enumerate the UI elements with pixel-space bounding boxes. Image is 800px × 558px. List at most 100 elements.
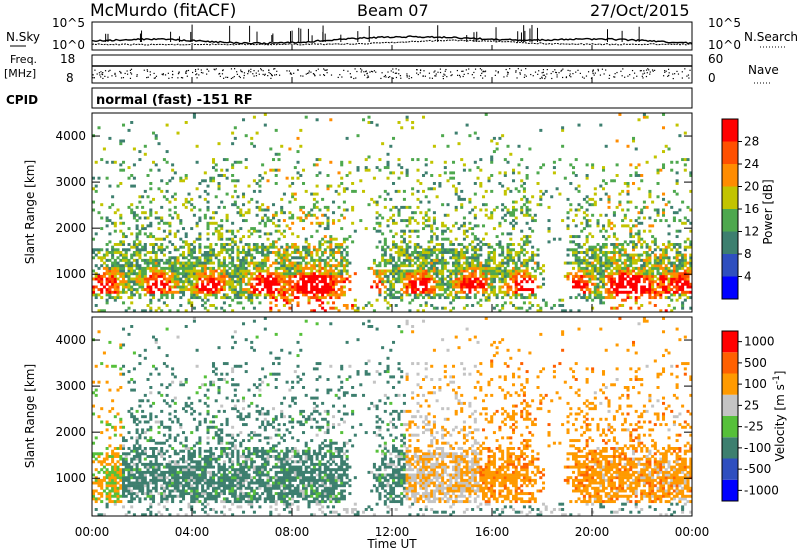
power-cell bbox=[182, 240, 185, 243]
nave-dot bbox=[364, 75, 365, 76]
power-cell bbox=[346, 278, 349, 281]
power-cell bbox=[122, 283, 125, 286]
power-cell bbox=[207, 256, 210, 259]
power-cell bbox=[676, 299, 679, 302]
power-cell bbox=[250, 296, 253, 299]
power-cell bbox=[373, 280, 376, 283]
power-cell bbox=[455, 270, 458, 273]
power-cell bbox=[417, 296, 420, 299]
power-cell bbox=[515, 293, 518, 296]
power-cell bbox=[449, 275, 452, 278]
power-cell bbox=[294, 288, 297, 291]
power-cell bbox=[220, 307, 223, 310]
power-cell bbox=[278, 158, 281, 161]
power-colorbar-tick-label: 8 bbox=[744, 247, 752, 261]
power-cell bbox=[158, 246, 161, 249]
power-cell bbox=[223, 275, 226, 278]
power-cell bbox=[387, 163, 390, 166]
power-cell bbox=[425, 304, 428, 307]
power-cell bbox=[188, 299, 191, 302]
power-cell bbox=[122, 270, 125, 273]
power-cell bbox=[539, 267, 542, 270]
nave-dot bbox=[663, 75, 664, 76]
velocity-cell bbox=[106, 452, 109, 455]
nave-dot bbox=[560, 71, 561, 72]
power-cell bbox=[591, 235, 594, 238]
power-cell bbox=[261, 251, 264, 254]
power-cell bbox=[158, 142, 161, 145]
power-cell bbox=[654, 238, 657, 241]
power-cell bbox=[297, 304, 300, 307]
power-cell bbox=[518, 243, 521, 246]
power-cell bbox=[417, 222, 420, 225]
power-cell bbox=[531, 280, 534, 283]
power-cell bbox=[267, 280, 270, 283]
power-cell bbox=[190, 198, 193, 201]
power-cell bbox=[152, 272, 155, 275]
power-cell bbox=[681, 222, 684, 225]
power-cell bbox=[602, 246, 605, 249]
power-cell bbox=[179, 219, 182, 222]
velocity-cell bbox=[95, 482, 98, 485]
power-cell bbox=[98, 280, 101, 283]
power-cell bbox=[313, 296, 316, 299]
power-cell bbox=[166, 278, 169, 281]
power-cell bbox=[299, 291, 302, 294]
power-cell bbox=[114, 272, 117, 275]
power-cell bbox=[318, 296, 321, 299]
velocity-cell bbox=[122, 487, 125, 490]
power-cell bbox=[632, 267, 635, 270]
power-cell bbox=[531, 219, 534, 222]
nave-dot bbox=[507, 74, 508, 75]
power-cell bbox=[474, 272, 477, 275]
power-cell bbox=[166, 198, 169, 201]
power-cell bbox=[477, 224, 480, 227]
power-cell bbox=[392, 246, 395, 249]
power-cell bbox=[215, 278, 218, 281]
power-cell bbox=[648, 296, 651, 299]
power-cell bbox=[106, 264, 109, 267]
power-cell bbox=[580, 296, 583, 299]
power-cell bbox=[288, 286, 291, 289]
power-cell bbox=[286, 283, 289, 286]
power-cell bbox=[406, 243, 409, 246]
velocity-cell bbox=[100, 460, 103, 463]
power-cell bbox=[228, 230, 231, 233]
power-cell bbox=[245, 251, 248, 254]
power-cell bbox=[95, 185, 98, 188]
power-cell bbox=[275, 240, 278, 243]
power-cell bbox=[670, 206, 673, 209]
power-cell bbox=[400, 219, 403, 222]
power-cell bbox=[430, 270, 433, 273]
power-cell bbox=[618, 267, 621, 270]
power-cell bbox=[433, 270, 436, 273]
power-cell bbox=[479, 246, 482, 249]
power-cell bbox=[411, 288, 414, 291]
velocity-cell bbox=[100, 431, 103, 434]
power-cell bbox=[458, 270, 461, 273]
power-cell bbox=[648, 259, 651, 262]
power-cell bbox=[264, 259, 267, 262]
power-cell bbox=[177, 256, 180, 259]
power-cell bbox=[455, 272, 458, 275]
power-cell bbox=[122, 254, 125, 257]
power-cell bbox=[526, 272, 529, 275]
power-cell bbox=[594, 267, 597, 270]
nave-dot bbox=[654, 70, 655, 71]
power-cell bbox=[436, 248, 439, 251]
power-cell bbox=[207, 209, 210, 212]
power-cell bbox=[687, 280, 690, 283]
power-cell bbox=[329, 280, 332, 283]
power-cell bbox=[608, 219, 611, 222]
power-cell bbox=[526, 270, 529, 273]
power-cell bbox=[578, 124, 581, 127]
power-cell bbox=[313, 193, 316, 196]
power-cell bbox=[261, 280, 264, 283]
power-cell bbox=[468, 275, 471, 278]
power-cell bbox=[207, 251, 210, 254]
power-cell bbox=[218, 254, 221, 257]
cpid-mode: normal (fast) -151 RF bbox=[96, 93, 253, 108]
power-cell bbox=[668, 240, 671, 243]
power-cell bbox=[458, 280, 461, 283]
